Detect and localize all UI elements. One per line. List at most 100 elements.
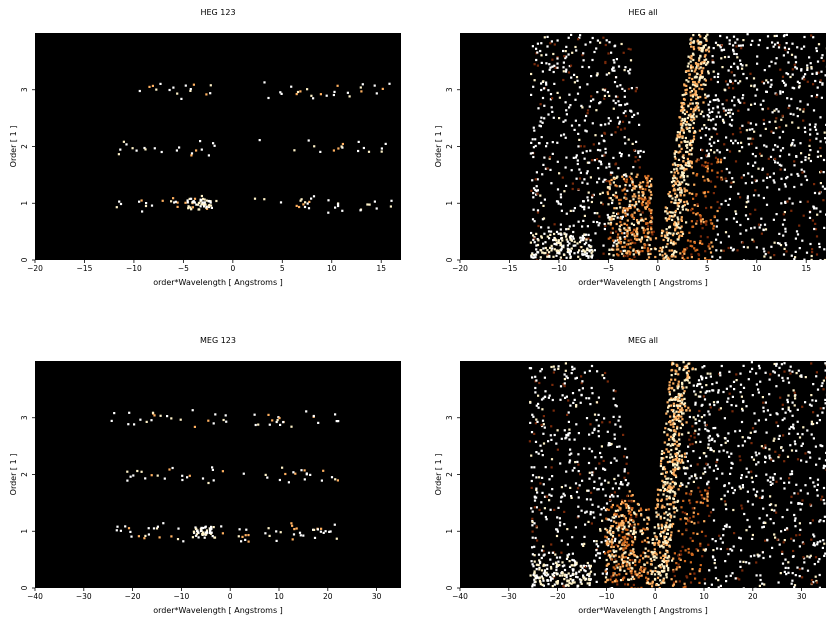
data-point <box>797 127 799 129</box>
data-point <box>622 579 624 581</box>
data-point <box>538 564 540 566</box>
data-point <box>626 456 628 458</box>
data-point <box>723 528 725 530</box>
data-point <box>794 520 796 522</box>
data-point <box>741 396 743 398</box>
data-point <box>624 136 626 138</box>
data-point <box>818 243 820 245</box>
data-point <box>686 421 688 423</box>
data-point <box>576 587 578 589</box>
data-point <box>571 125 573 127</box>
data-point <box>564 378 566 380</box>
data-point <box>604 225 606 227</box>
data-point <box>741 125 743 127</box>
data-point <box>718 111 720 113</box>
data-point <box>674 250 676 252</box>
data-point <box>719 374 721 376</box>
data-point <box>610 232 612 234</box>
data-point <box>539 370 541 372</box>
data-point <box>788 369 790 371</box>
data-point <box>670 470 672 472</box>
data-point <box>141 471 143 473</box>
data-point <box>732 87 734 89</box>
data-point <box>643 519 645 521</box>
data-point <box>675 210 677 212</box>
data-point <box>559 259 561 261</box>
data-point <box>650 239 652 241</box>
data-point <box>588 234 590 236</box>
data-point <box>700 501 702 503</box>
data-point <box>688 56 690 58</box>
data-point <box>624 210 626 212</box>
data-point <box>754 588 756 590</box>
data-point <box>670 201 672 203</box>
data-point <box>801 567 803 569</box>
data-point <box>802 443 804 445</box>
x-tick-label: −15 <box>77 264 93 273</box>
data-point <box>275 530 277 532</box>
data-point <box>568 37 570 39</box>
data-point <box>717 210 719 212</box>
data-point <box>576 80 578 82</box>
data-point <box>645 548 647 550</box>
data-point <box>811 421 813 423</box>
data-point <box>566 257 568 259</box>
data-point <box>563 587 565 589</box>
data-point <box>299 90 301 92</box>
data-point <box>689 493 691 495</box>
data-point <box>534 561 536 563</box>
data-point <box>736 53 738 55</box>
data-point <box>674 379 676 381</box>
data-point <box>634 188 636 190</box>
data-point <box>556 63 558 65</box>
data-point <box>583 565 585 567</box>
data-point <box>612 157 614 159</box>
data-point <box>610 174 612 176</box>
data-point <box>801 445 803 447</box>
x-tick-label: 0 <box>230 264 235 273</box>
data-point <box>624 561 626 563</box>
data-point <box>598 477 600 479</box>
data-point <box>558 117 560 119</box>
data-point <box>792 68 794 70</box>
data-point <box>542 164 544 166</box>
data-point <box>689 517 691 519</box>
data-point <box>689 443 691 445</box>
data-point <box>708 390 710 392</box>
data-point <box>660 535 662 537</box>
data-point <box>611 202 613 204</box>
data-point <box>763 229 765 231</box>
data-point <box>674 256 676 258</box>
data-point <box>341 210 343 212</box>
data-point <box>572 568 574 570</box>
data-point <box>766 47 768 49</box>
data-point <box>704 398 706 400</box>
data-point <box>625 517 627 519</box>
data-point <box>774 242 776 244</box>
data-point <box>669 250 671 252</box>
data-point <box>691 162 693 164</box>
data-point <box>611 544 613 546</box>
data-point <box>790 210 792 212</box>
data-point <box>751 538 753 540</box>
data-point <box>616 583 618 585</box>
data-point <box>730 140 732 142</box>
data-point <box>723 122 725 124</box>
data-point <box>551 488 553 490</box>
data-point <box>586 172 588 174</box>
data-point <box>359 209 361 211</box>
x-tick-label: −20 <box>452 264 468 273</box>
data-point <box>707 447 709 449</box>
data-point <box>664 235 666 237</box>
data-point <box>666 503 668 505</box>
data-point <box>818 520 820 522</box>
x-tick-label: −20 <box>125 592 141 601</box>
data-point <box>740 47 742 49</box>
data-point <box>550 434 552 436</box>
data-point <box>714 76 716 78</box>
data-point <box>705 463 707 465</box>
data-point <box>810 539 812 541</box>
data-point <box>567 543 569 545</box>
data-point <box>781 553 783 555</box>
data-point <box>778 44 780 46</box>
